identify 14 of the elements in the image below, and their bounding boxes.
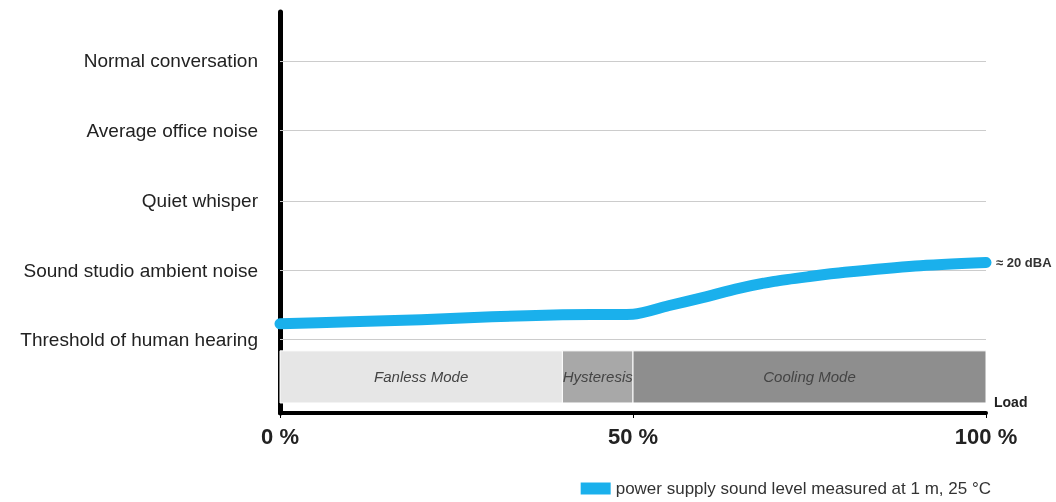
band-label: Cooling Mode xyxy=(763,368,856,386)
ref-line-label: Average office noise xyxy=(86,119,258,141)
x-tick-label: 0 % xyxy=(261,423,299,449)
ref-line-label: Sound studio ambient noise xyxy=(23,259,258,281)
x-tick-label: 100 % xyxy=(954,423,1018,449)
annotation: ≈ 20 dBA xyxy=(996,255,1053,271)
ref-line-label: Quiet whisper xyxy=(141,190,259,212)
band-label: Fanless Mode xyxy=(374,368,469,386)
legend-label: power supply sound level measured at 1 m, 25 °C xyxy=(615,479,991,498)
x-tick-label: 50 % xyxy=(607,423,659,449)
ref-line-label: Normal conversation xyxy=(83,50,258,72)
band-label: Hysteresis xyxy=(562,368,634,386)
x-axis-title: Load xyxy=(994,394,1028,410)
ref-line-label: Threshold of human hearing xyxy=(20,328,258,350)
